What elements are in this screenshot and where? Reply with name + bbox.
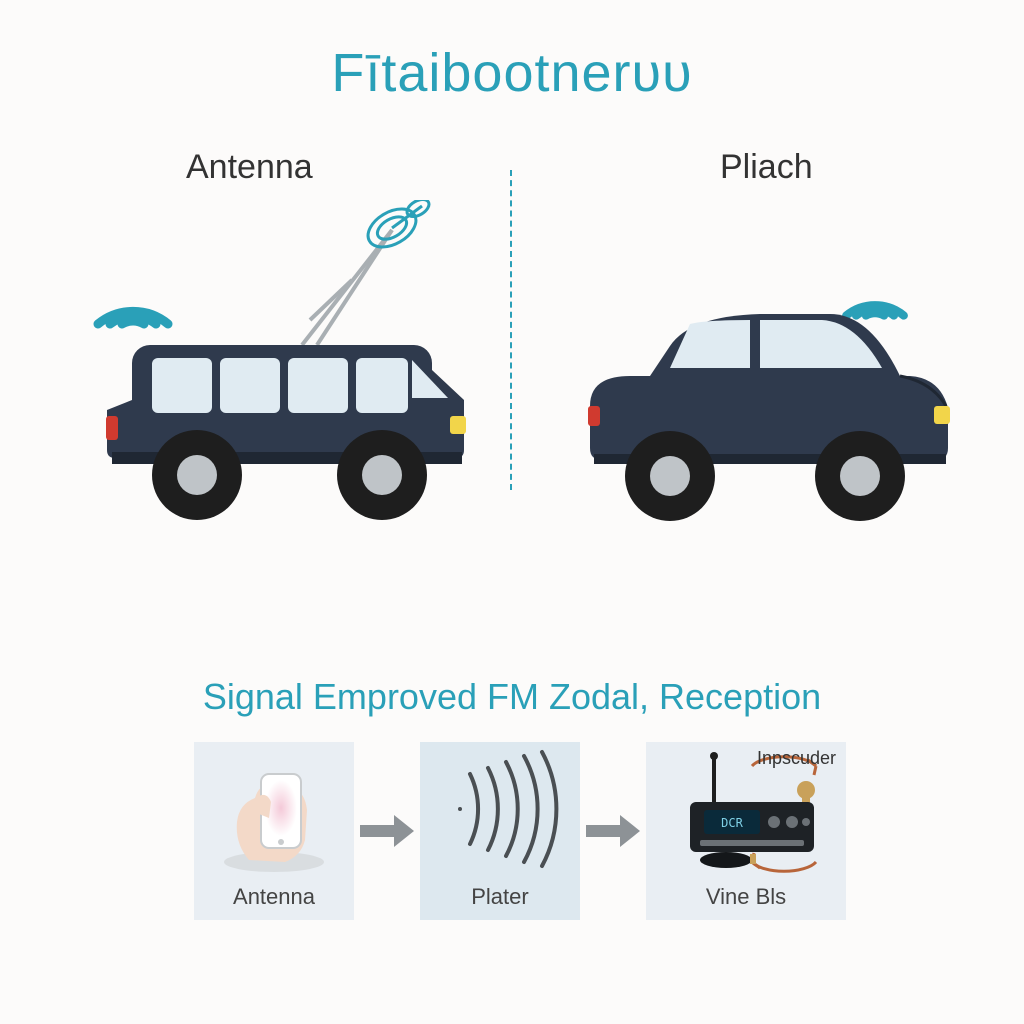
hand-phone-icon <box>209 744 339 874</box>
infographic-page: Fītaibootnerυυ Antenna Pliach <box>0 0 1024 1024</box>
device-top-label: Inpscuder <box>757 748 836 769</box>
flow-box-label: Vine Bls <box>706 874 786 920</box>
flow-box-antenna: Antenna <box>194 742 354 920</box>
left-section-label: Antenna <box>186 148 313 187</box>
vertical-divider <box>510 170 512 490</box>
waves-icon <box>430 744 570 874</box>
svg-text:DCR: DCR <box>721 816 743 830</box>
flow-row: Antenna Plater <box>150 736 890 926</box>
flow-box-vine-bls: Inpscuder DCR <box>646 742 846 920</box>
flow-title: Signal Emproved FM Zodal, Reception <box>0 676 1024 718</box>
flow-box-plater: Plater <box>420 742 580 920</box>
flow-box-label: Antenna <box>233 874 315 920</box>
right-section-label: Pliach <box>720 148 813 187</box>
arrow-icon <box>358 806 416 856</box>
sedan <box>560 286 960 551</box>
van-with-antenna <box>92 200 492 545</box>
flow-box-label: Plater <box>471 874 528 920</box>
page-title: Fītaibootnerυυ <box>0 42 1024 104</box>
arrow-icon <box>584 806 642 856</box>
